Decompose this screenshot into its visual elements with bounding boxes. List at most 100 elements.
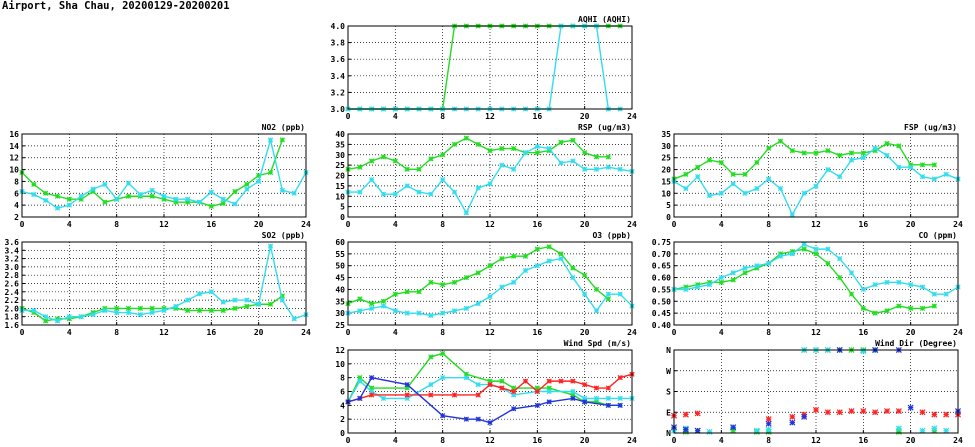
rsp-green-point <box>570 137 576 143</box>
x-tick-label: 12 <box>811 328 821 337</box>
rsp-green-point <box>392 158 398 164</box>
co-green-point <box>931 303 937 309</box>
no2-cyan-point <box>185 196 191 202</box>
so2-cyan-point <box>232 297 238 303</box>
o3-green-point <box>582 272 588 278</box>
o3-green-point <box>546 244 552 250</box>
co-title: CO (ppm) <box>918 231 957 240</box>
so2-cyan-point <box>256 301 262 307</box>
no2-cyan-point <box>208 189 214 195</box>
fsp-cyan-point <box>789 212 795 218</box>
co-green-point <box>801 246 807 252</box>
y-tick-label: 16 <box>9 130 19 139</box>
wdir-red-point <box>812 406 820 413</box>
o3-cyan-point <box>617 291 623 297</box>
x-tick-label: 12 <box>811 220 821 229</box>
rsp-cyan-point <box>534 143 540 150</box>
y-tick-label: 0.60 <box>652 274 671 283</box>
o3-cyan-point <box>451 308 458 314</box>
wspd-blue-point <box>617 402 623 408</box>
x-tick-label: 12 <box>811 436 821 445</box>
o3-cyan-point <box>499 284 505 290</box>
no2-cyan-point <box>244 186 250 192</box>
so2-cyan-point <box>114 309 120 316</box>
x-tick-label: 24 <box>627 328 637 337</box>
co-cyan-point <box>813 246 819 252</box>
o3-cyan-point <box>582 291 588 297</box>
no2-cyan-point <box>90 186 96 192</box>
co-cyan-point <box>908 282 914 288</box>
o3-green-point <box>380 298 387 304</box>
y-tick-label: S <box>666 388 671 397</box>
wdir-blue-point <box>694 427 701 434</box>
wspd-blue-point <box>511 406 517 412</box>
wdir-cyan-point <box>753 427 760 434</box>
fsp-green-point <box>813 150 819 156</box>
wdir-blue-point <box>789 419 796 426</box>
wspd-cyan-point <box>463 375 469 381</box>
y-tick-label: 30 <box>661 142 671 151</box>
no2-green-point <box>267 169 274 176</box>
so2-green-point <box>114 305 120 312</box>
no2-green-point <box>149 193 155 199</box>
wspd-red-point <box>428 392 434 398</box>
co-cyan-point <box>695 284 701 290</box>
o3-chart: 0 4 8 12 16 20 24 25 30 35 40 45 50 55 60 O3 (ppb) <box>335 231 637 337</box>
co-green-point <box>919 305 926 312</box>
x-tick-label: 8 <box>766 436 771 445</box>
rsp-green-point <box>605 154 611 160</box>
co-cyan-point <box>801 241 807 247</box>
no2-cyan-point <box>102 181 108 188</box>
co-cyan-point <box>837 255 843 262</box>
so2-green-point <box>149 305 155 312</box>
o3-green-point <box>428 279 434 285</box>
x-tick-label: 0 <box>346 436 351 445</box>
o3-cyan-point <box>605 291 611 297</box>
fsp-series-green-line <box>673 140 935 180</box>
fsp-cyan-point <box>730 181 736 187</box>
so2-green-point <box>137 305 143 312</box>
co-green-point <box>837 274 843 281</box>
x-tick-label: 20 <box>580 436 590 445</box>
x-tick-label: 24 <box>953 436 963 445</box>
x-tick-label: 16 <box>533 328 543 337</box>
y-tick-label: 4 <box>340 401 345 410</box>
wspd-blue-point <box>357 395 363 402</box>
o3-cyan-point <box>475 301 481 307</box>
so2-cyan-point <box>279 297 285 303</box>
o3-cyan-point <box>392 308 398 314</box>
x-tick-label: 24 <box>953 328 963 337</box>
co-green-point <box>884 308 890 314</box>
y-tick-label: 35 <box>335 140 345 149</box>
o3-green-point <box>369 301 375 307</box>
o3-green-point <box>487 263 493 269</box>
o3-cyan-point <box>369 305 375 312</box>
fsp-green-point <box>695 164 701 170</box>
co-cyan-point <box>931 291 937 297</box>
co-cyan-point <box>860 286 866 293</box>
wdir-red-point <box>824 409 831 416</box>
y-tick-label: 50 <box>335 262 345 271</box>
so2-cyan-point <box>43 314 49 320</box>
wspd-cyan-point <box>546 388 552 395</box>
no2-green-point <box>125 193 132 199</box>
co-green-point <box>872 310 878 316</box>
aqhi-frame <box>347 25 633 110</box>
rsp-green-point <box>593 154 600 160</box>
wdir-blue-point <box>765 420 772 427</box>
rsp-green-point <box>582 150 588 156</box>
wdir-title: Wind Dir (Degree) <box>875 338 957 348</box>
wdir-red-point <box>931 411 938 418</box>
y-tick-label: 35 <box>335 297 345 306</box>
no2-green-point <box>102 199 108 205</box>
rsp-cyan-point <box>582 166 588 172</box>
y-tick-label: 25 <box>335 161 345 170</box>
x-tick-label: 4 <box>719 436 724 445</box>
page-title: Airport, Sha Chau, 20200129-20200201 <box>2 0 230 12</box>
so2-green-point <box>220 307 226 314</box>
no2-green-point <box>244 181 250 188</box>
rsp-cyan-point <box>440 177 446 183</box>
co-cyan-point <box>943 291 949 297</box>
x-tick-label: 24 <box>627 112 637 121</box>
y-tick-label: 40 <box>335 130 345 139</box>
